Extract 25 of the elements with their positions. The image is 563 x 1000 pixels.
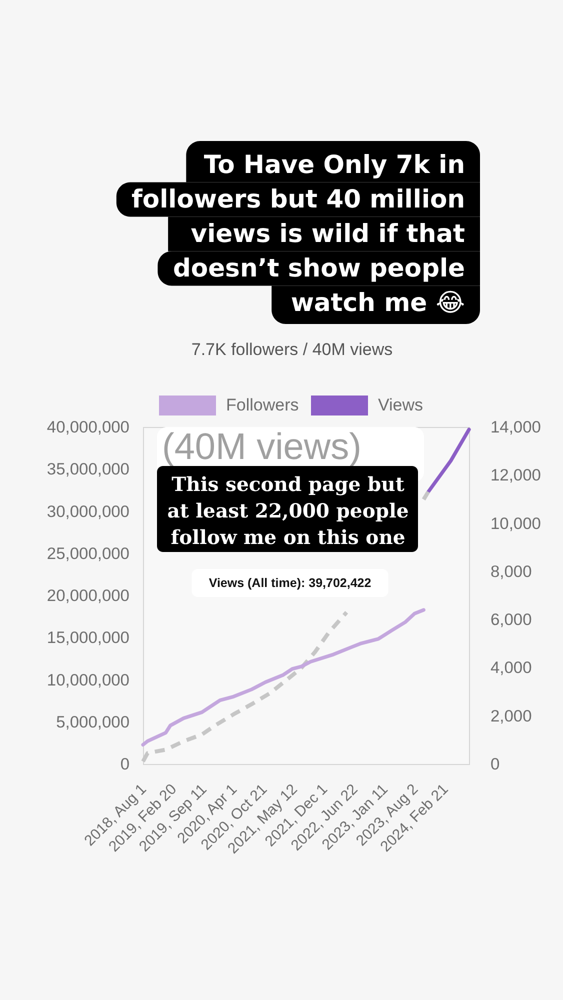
annotation: Views (All time): 39,702,422 (208, 576, 372, 590)
y2-tick-label: 0 (490, 756, 500, 774)
legend-label: Views (378, 396, 424, 414)
y2-tick-label: 2,000 (490, 707, 532, 726)
y-tick-label: 15,000,000 (46, 629, 130, 648)
chart-title: 7.7K followers / 40M views (191, 340, 393, 359)
y-tick-label: 25,000,000 (46, 544, 130, 563)
y-tick-label: 40,000,000 (46, 418, 130, 436)
y-tick-label: 0 (120, 756, 130, 774)
y-tick-label: 10,000,000 (46, 671, 130, 690)
legend-label: Followers (226, 396, 299, 414)
y2-tick-label: 10,000 (490, 514, 541, 533)
text: To Have Only 7k in followers but 40 million views is wild if that doesn’t show people watch me 😂 (132, 150, 466, 317)
y-tick-label: 5,000,000 (56, 713, 130, 732)
y-tick-label: 35,000,000 (46, 460, 130, 479)
line-series (141, 608, 426, 747)
y2-tick-label: 4,000 (490, 659, 532, 678)
annotation: (40M views) (162, 426, 362, 467)
y2-tick-label: 6,000 (490, 611, 532, 630)
y2-tick-label: 8,000 (490, 562, 532, 581)
y2-tick-label: 12,000 (490, 466, 541, 485)
annotation: This second page but at least 22,000 people follow me on this one (167, 473, 409, 549)
y-tick-label: 30,000,000 (46, 502, 130, 521)
y2-tick-label: 14,000 (490, 418, 541, 436)
y-tick-label: 20,000,000 (46, 587, 130, 605)
